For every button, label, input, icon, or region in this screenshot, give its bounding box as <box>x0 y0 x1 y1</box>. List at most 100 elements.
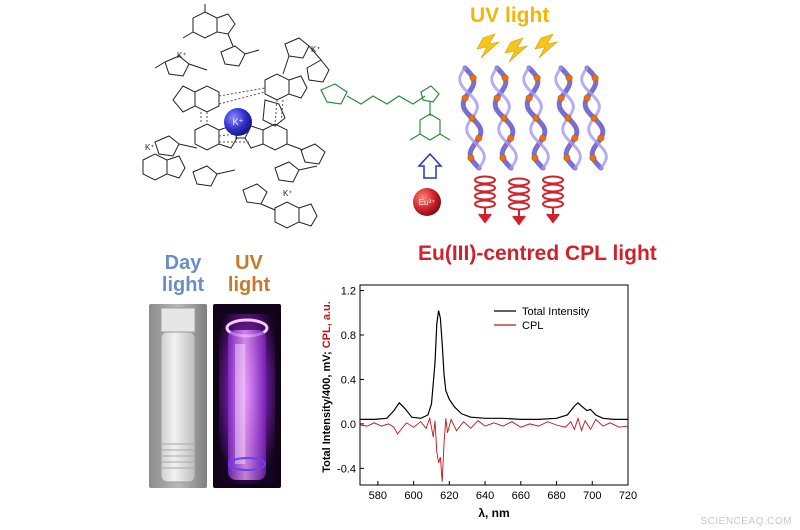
sugar-ring <box>284 37 310 59</box>
guanine-ring <box>142 153 168 181</box>
series-line-cpl <box>359 416 629 482</box>
helix-bead <box>533 74 541 82</box>
helix-bead <box>564 114 572 122</box>
guanine-ring <box>172 85 196 113</box>
x-tick-label: 640 <box>476 490 494 502</box>
helix-strand <box>554 65 582 171</box>
europium-ion-label: Eu³⁺ <box>419 198 436 207</box>
helix-strand <box>458 65 486 171</box>
peg-linker <box>320 83 451 141</box>
helix-bead <box>493 94 501 102</box>
g-quadruplex-structure: K⁺ K⁺ K⁺ K⁺ K⁺ Eu³⁺ <box>142 4 451 229</box>
helix-strand <box>580 65 608 171</box>
helix-bead <box>475 134 483 142</box>
cpl-spiral-icon <box>474 175 496 224</box>
sugar-ring <box>154 135 180 157</box>
potassium-ion-sphere <box>224 108 252 136</box>
watermark: SCIENCEAQ.COM <box>700 516 792 527</box>
uv-light-label: UV light <box>227 252 271 296</box>
helix-bead <box>571 134 579 142</box>
uv-light-title: UV light <box>470 4 550 27</box>
helix-bead <box>461 94 469 102</box>
x-tick-label: 660 <box>512 490 530 502</box>
legend-label: CPL <box>522 320 543 332</box>
y-tick-label: -0.4 <box>337 463 356 475</box>
helix-strand <box>490 65 518 171</box>
guanine-ring <box>216 13 236 35</box>
helix-bead <box>469 74 477 82</box>
guanine-ring <box>264 73 290 101</box>
y-tick-label: 0.8 <box>341 330 356 342</box>
sugar-ring <box>164 55 190 77</box>
series-line-total-intensity <box>360 310 628 420</box>
guanine-ring <box>274 201 300 229</box>
vial-day-light-photo <box>149 304 207 488</box>
guanine-ring <box>192 11 218 39</box>
k-label: K⁺ <box>145 143 155 152</box>
binding-arrow-icon <box>417 152 443 179</box>
guanine-ring <box>194 85 220 113</box>
lightning-bolt-icon <box>534 33 559 59</box>
x-tick-label: 600 <box>404 490 422 502</box>
helix-bead <box>468 114 476 122</box>
guanine-ring <box>288 75 308 99</box>
spectrum-chart: 580 600 620 640 660 680 700 720 -0.4 0.0 0.4 0.8 1.2… <box>321 284 637 520</box>
y-tick-label: 0.4 <box>341 374 356 386</box>
x-tick-label: 720 <box>619 490 637 502</box>
k-label: K⁺ <box>283 189 293 198</box>
helix-bead <box>531 154 539 162</box>
cpl-spiral-icon <box>508 177 530 226</box>
helix-bead <box>507 134 515 142</box>
helix-bead <box>500 114 508 122</box>
y-tick-label: 0.0 <box>341 419 356 431</box>
guanine-ring <box>262 99 286 127</box>
europium-ion-sphere <box>413 188 441 216</box>
lightning-bolt-icon <box>476 33 501 59</box>
x-tick-label: 700 <box>583 490 601 502</box>
cpl-spiral-icon <box>542 175 564 224</box>
helix-bead <box>557 94 565 102</box>
sugar-ring <box>192 165 218 187</box>
lightning-bolt-icon <box>504 37 529 63</box>
potassium-ion-label: K⁺ <box>233 117 244 127</box>
k-label: K⁺ <box>177 51 187 60</box>
guanine-ring <box>244 125 264 149</box>
x-tick-label: 680 <box>547 490 565 502</box>
sugar-ring <box>220 45 246 67</box>
helix-bead <box>591 74 599 82</box>
plot-frame <box>359 284 629 486</box>
helix-bead <box>597 134 605 142</box>
helix-bead <box>563 154 571 162</box>
guanine-ring <box>166 155 186 179</box>
sugar-ring <box>242 183 268 205</box>
helix-bead <box>467 154 475 162</box>
k-label: K⁺ <box>311 45 321 54</box>
y-axis-label: Total Intensity/400, mV; CPL, a.u. <box>321 301 333 473</box>
helix-bead <box>525 94 533 102</box>
helix-bead <box>589 154 597 162</box>
helix-bead <box>501 74 509 82</box>
helix-illustration <box>458 33 608 226</box>
guanine-ring <box>194 123 220 151</box>
x-tick-label: 620 <box>440 490 458 502</box>
vial-uv-light-photo <box>213 304 281 488</box>
y-tick-label: 1.2 <box>341 286 356 298</box>
helix-bead <box>499 154 507 162</box>
sugar-ring <box>300 143 326 165</box>
guanine-ring <box>298 203 318 227</box>
x-axis-label: λ, nm <box>478 506 509 520</box>
hydrogen-bonds <box>200 87 284 143</box>
x-tick-label: 580 <box>369 490 387 502</box>
sugar-ring <box>306 59 330 83</box>
cpl-light-title: Eu(III)-centred CPL light <box>418 242 657 265</box>
helix-bead <box>583 94 591 102</box>
legend-label: Total Intensity <box>522 306 590 318</box>
day-light-label: Day light <box>161 252 205 296</box>
sugar-ring <box>274 161 300 183</box>
helix-bead <box>539 134 547 142</box>
helix-strand <box>522 65 550 171</box>
helix-bead <box>532 114 540 122</box>
guanine-ring <box>262 123 288 151</box>
helix-bead <box>565 74 573 82</box>
helix-bead <box>590 114 598 122</box>
